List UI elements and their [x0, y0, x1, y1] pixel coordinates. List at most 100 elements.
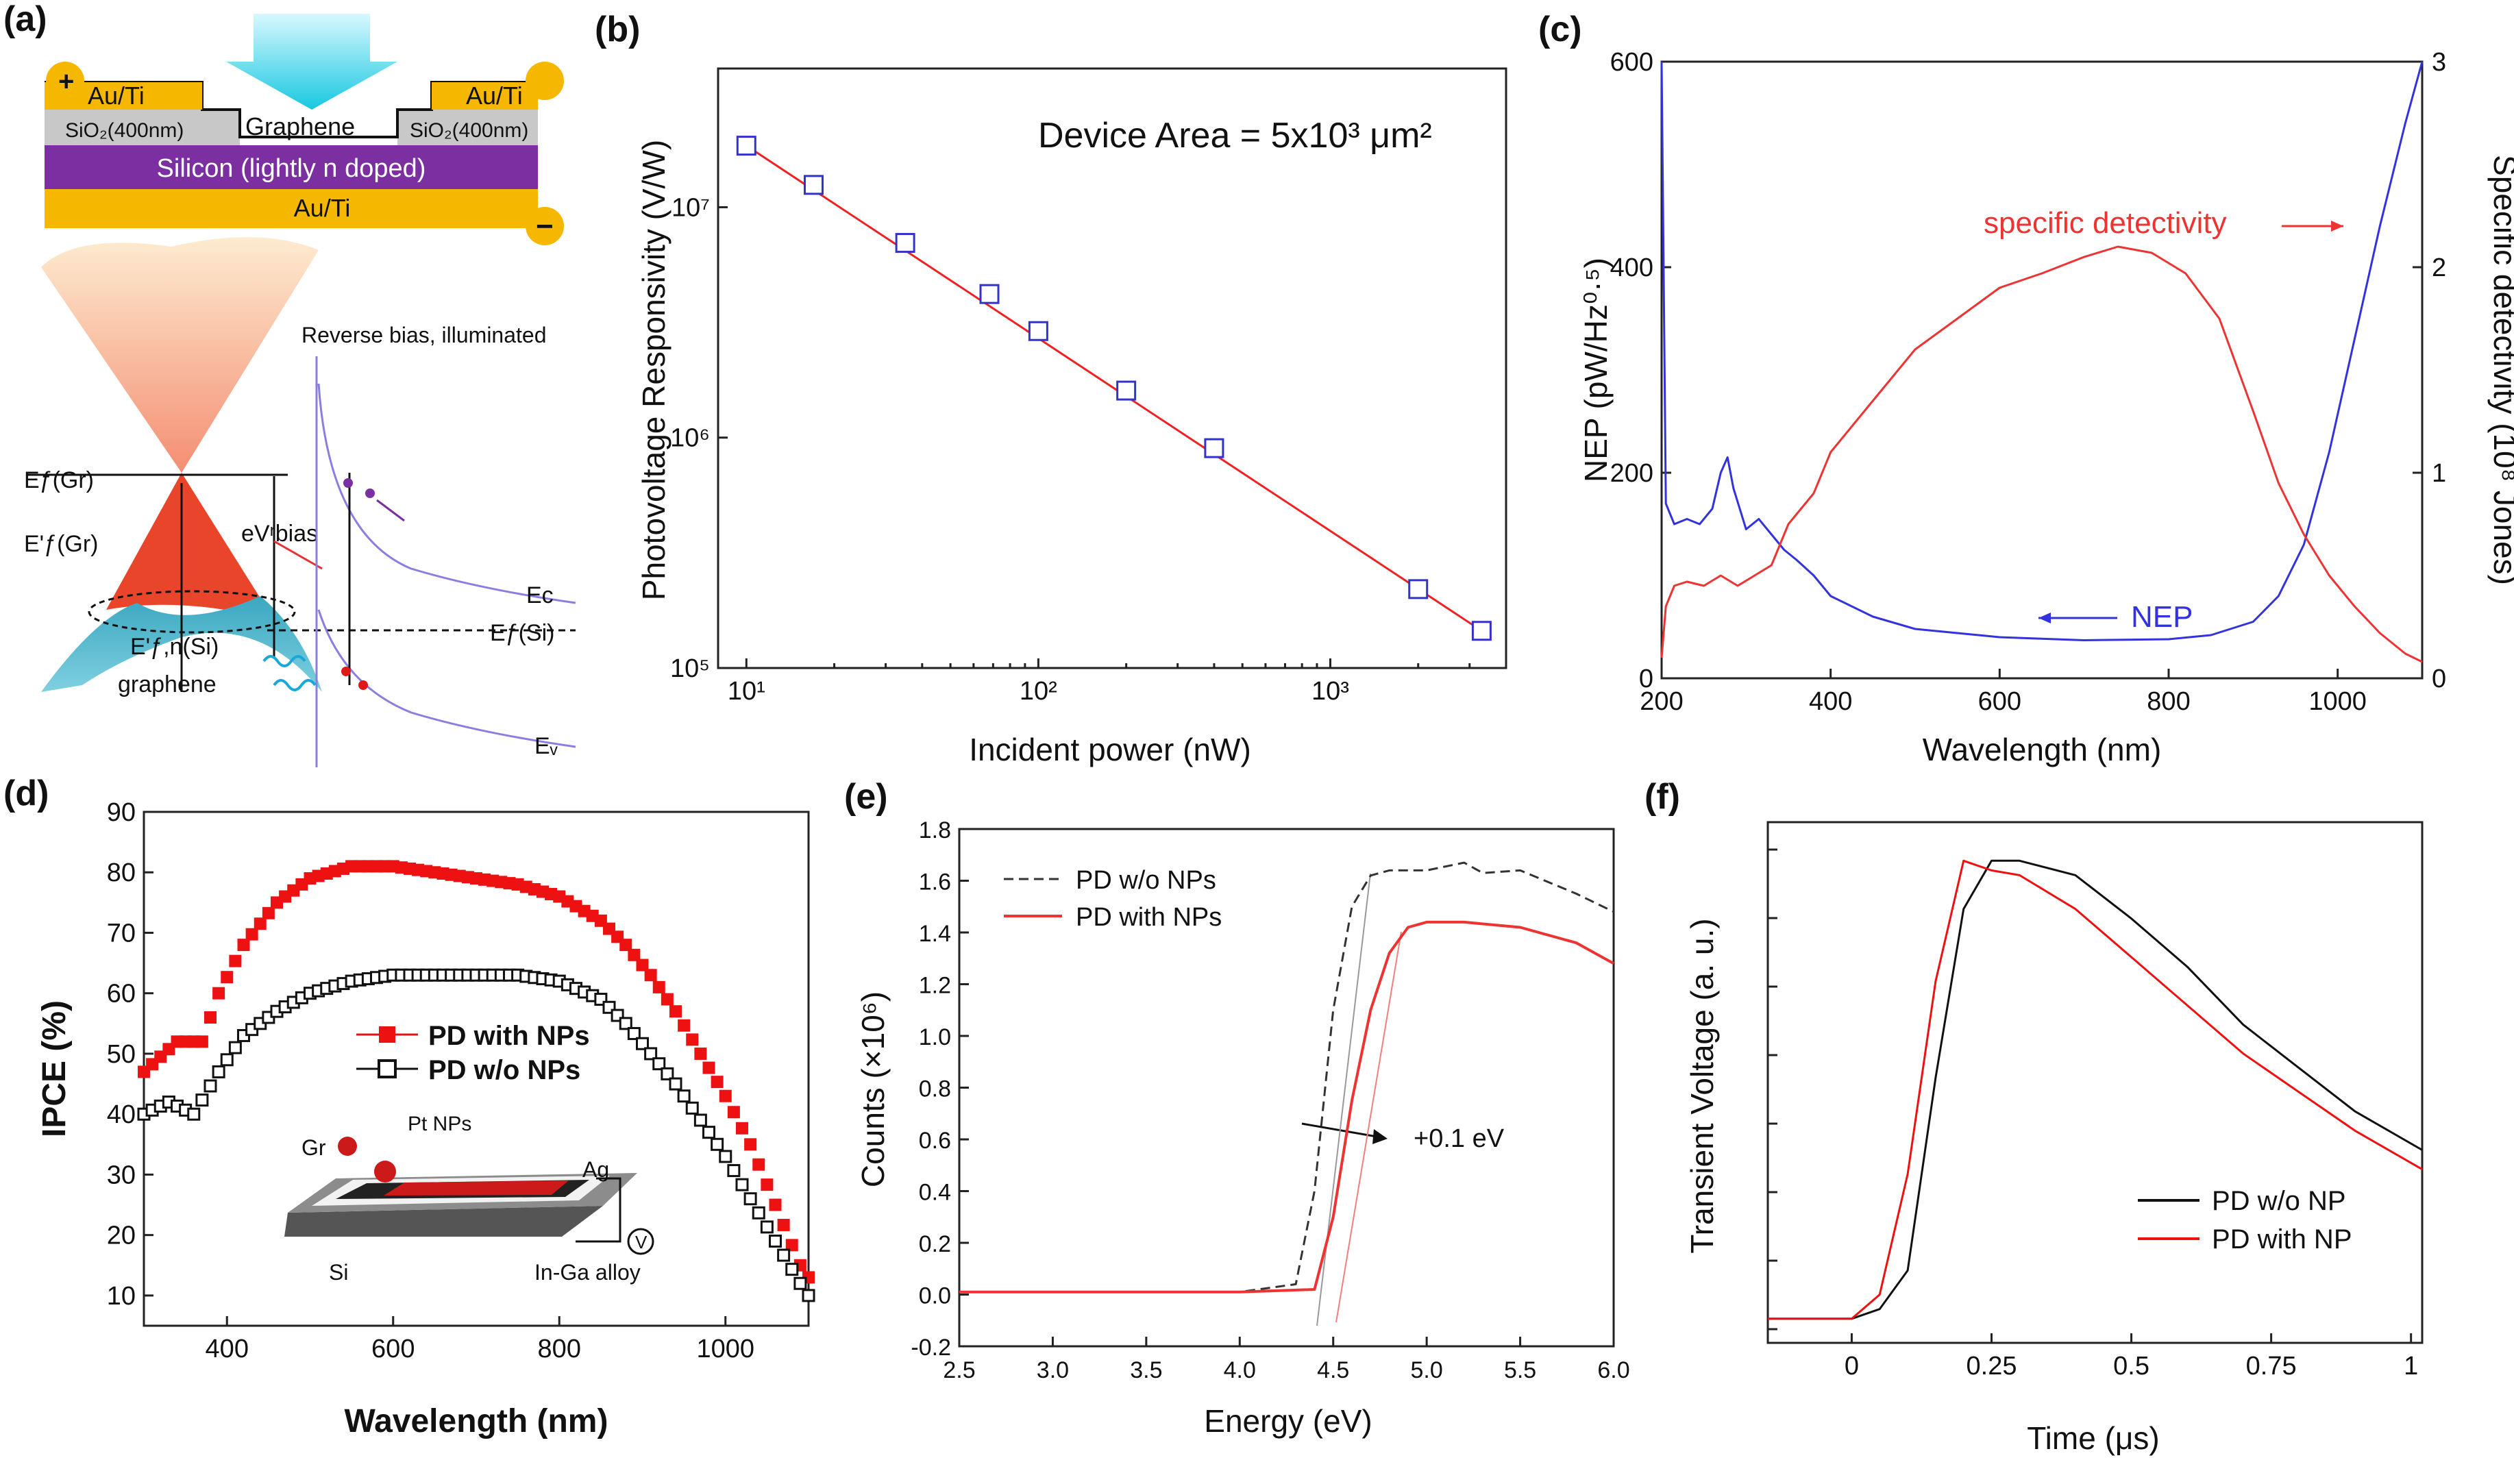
f-x-3-label: 0.75	[2246, 1352, 2297, 1381]
y-axis-label-e: Counts (×10⁶)	[855, 991, 891, 1187]
oxide-right	[397, 110, 538, 145]
tangent-wo-nps	[1316, 873, 1371, 1326]
d-point-with-nps	[195, 1035, 208, 1048]
d-point-wo-nps	[802, 1289, 815, 1302]
panel-label-a: (a)	[3, 0, 47, 39]
e-y-10-label: 1.8	[919, 817, 951, 843]
chart-d: Wavelength (nm) IPCE (%) PD with NPs PD …	[36, 798, 815, 1439]
inset-base-side	[284, 1206, 603, 1237]
hole-2	[358, 680, 368, 690]
inset-voltmeter	[627, 1228, 654, 1255]
silicon-layer	[45, 145, 538, 189]
d-point-with-nps	[212, 987, 225, 1000]
inset-pt-nps	[384, 1180, 569, 1196]
d-x-1-label: 600	[371, 1335, 415, 1363]
panel-label-d: (d)	[3, 774, 49, 813]
c-y-1-label: 200	[1610, 459, 1653, 488]
shift-arrowhead	[1372, 1129, 1388, 1144]
electron-1	[343, 478, 353, 488]
panel-label-f: (f)	[1644, 777, 1680, 817]
d-point-with-nps	[719, 1089, 732, 1102]
d-point-with-nps	[237, 939, 250, 952]
device-area-annotation-b: Device Area = 5x10³ μm²	[1038, 116, 1432, 156]
y-right-axis-label-c: Specific detectivity (10⁸ Jones)	[2487, 155, 2514, 585]
inset-pt-flake	[374, 1161, 396, 1183]
plot-frame-b	[717, 67, 1507, 669]
ec-label: Eᴄ	[526, 582, 554, 608]
d-point-wo-nps	[793, 1276, 807, 1290]
valence-band	[317, 609, 576, 748]
e-y-7-label: 1.2	[919, 973, 951, 999]
b-point	[979, 284, 1000, 304]
x-axis-label-b: Incident power (nW)	[969, 732, 1251, 767]
e-y-3-label: 0.4	[919, 1180, 951, 1206]
y-axis-label-c: NEP (pW/Hz⁰·⁵)	[1578, 258, 1614, 482]
d-point-wo-nps	[735, 1178, 749, 1191]
b-x-2-label: 10³	[1311, 677, 1349, 706]
inset-gr-label: Gr	[301, 1135, 326, 1160]
plot-frame-e	[958, 828, 1615, 1348]
legend-label-wo-nps-e: PD w/o NPs	[1076, 866, 1216, 895]
e-line-with-nps	[959, 920, 1614, 1294]
d-point-wo-nps	[195, 1093, 209, 1107]
legend-label-wo-np-f: PD w/o NP	[2212, 1186, 2346, 1216]
plus-terminal	[46, 62, 84, 100]
e-line-wo-nps	[959, 861, 1614, 1294]
e-x-0-label: 2.5	[943, 1357, 975, 1383]
e-y-6-label: 1.0	[919, 1024, 951, 1050]
d-point-with-nps	[652, 980, 665, 993]
d-point-wo-nps	[702, 1126, 715, 1139]
c-y-3-label: 600	[1610, 48, 1653, 77]
d-point-with-nps	[702, 1061, 715, 1074]
back-contact-label: Au/Ti	[294, 194, 351, 222]
dirac-cone-upper	[41, 237, 319, 473]
b-x-0-label: 10¹	[728, 677, 765, 706]
inset-device-schematic: V Gr Pt NPs Ag Si In-Ga alloy	[284, 1113, 654, 1285]
nep-arrowhead	[2038, 613, 2051, 623]
b-point	[1408, 579, 1429, 599]
f-x-2-label: 0.5	[2113, 1352, 2149, 1381]
light-beam-arrow	[226, 14, 397, 110]
b-fit-line	[745, 145, 1483, 632]
c-x-4-label: 1000	[2308, 687, 2367, 716]
c-x-2-label: 600	[1978, 687, 2021, 716]
d-point-with-nps	[727, 1106, 740, 1119]
d-point-with-nps	[245, 928, 258, 941]
band-title: Reverse bias, illuminated	[301, 323, 547, 347]
panel-label-c: (c)	[1538, 10, 1582, 49]
c-yr-2-label: 2	[2432, 253, 2446, 282]
inset-pt-label: Pt NPs	[408, 1113, 471, 1135]
e-x-2-label: 3.5	[1130, 1357, 1162, 1383]
b-point	[1028, 321, 1048, 341]
electrode-left-label: Au/Ti	[88, 82, 145, 110]
b-point	[1204, 438, 1224, 458]
d-point-wo-nps	[685, 1101, 699, 1115]
e-x-1-label: 3.0	[1037, 1357, 1069, 1383]
e-y-1-label: 0.0	[919, 1283, 951, 1309]
d-point-wo-nps	[769, 1234, 782, 1248]
panel-label-e: (e)	[844, 777, 888, 817]
d-point-with-nps	[628, 948, 641, 961]
legend-label-with-nps-e: PD with NPs	[1076, 903, 1222, 932]
e-y-8-label: 1.4	[919, 921, 951, 947]
c-yr-1-label: 1	[2432, 459, 2446, 488]
d-point-with-nps	[744, 1138, 757, 1151]
d-point-wo-nps	[187, 1107, 201, 1121]
oxide-left-label: SiO₂(400nm)	[65, 119, 184, 142]
x-axis-label-f: Time (μs)	[2027, 1420, 2159, 1456]
d-point-with-nps	[221, 971, 234, 984]
shift-annotation: +0.1 eV	[1414, 1124, 1505, 1153]
photon-waves	[262, 655, 317, 691]
c-y-0-label: 0	[1639, 665, 1653, 693]
d-point-wo-nps	[727, 1164, 741, 1178]
e-x-3-label: 4.0	[1224, 1357, 1256, 1383]
inset-si-label: Si	[329, 1260, 348, 1285]
d-x-0-label: 400	[206, 1335, 249, 1363]
d-point-wo-nps	[752, 1206, 765, 1220]
d-point-wo-nps	[212, 1065, 225, 1078]
b-point	[736, 136, 756, 156]
d-point-wo-nps	[204, 1079, 217, 1093]
minus-terminal	[526, 207, 564, 245]
d-point-with-nps	[262, 906, 275, 919]
